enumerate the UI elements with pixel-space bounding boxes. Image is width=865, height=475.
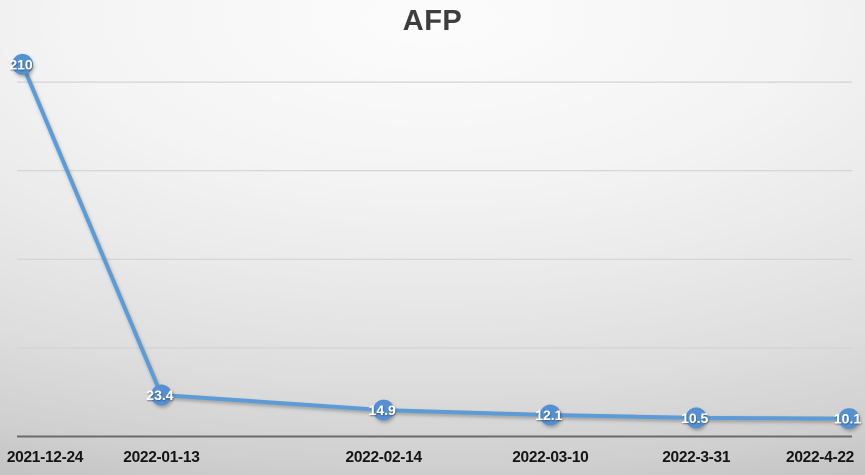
chart-title: AFP	[402, 5, 463, 37]
data-label: 12.1	[535, 407, 562, 423]
data-point-marker	[150, 384, 172, 406]
data-point-marker	[685, 407, 707, 429]
data-label: 10.5	[681, 410, 708, 426]
x-axis-label: 2022-4-22	[786, 449, 854, 466]
data-label: 14.9	[369, 402, 396, 418]
data-point-marker	[539, 404, 561, 426]
x-axis-label: 2021-12-24	[7, 449, 84, 466]
data-label: 10.1	[834, 411, 861, 427]
data-point-marker	[12, 53, 33, 75]
data-point-marker	[838, 408, 860, 430]
x-axis-label: 2022-03-10	[512, 449, 588, 466]
data-label: 23.4	[146, 387, 173, 403]
data-label: 210	[9, 56, 33, 72]
x-axis-label: 2022-02-14	[346, 449, 423, 466]
x-axis-label: 2022-01-13	[123, 449, 200, 466]
afp-series-line	[20, 62, 851, 421]
x-axis-label: 2022-3-31	[662, 449, 731, 466]
data-point-marker	[373, 399, 395, 421]
